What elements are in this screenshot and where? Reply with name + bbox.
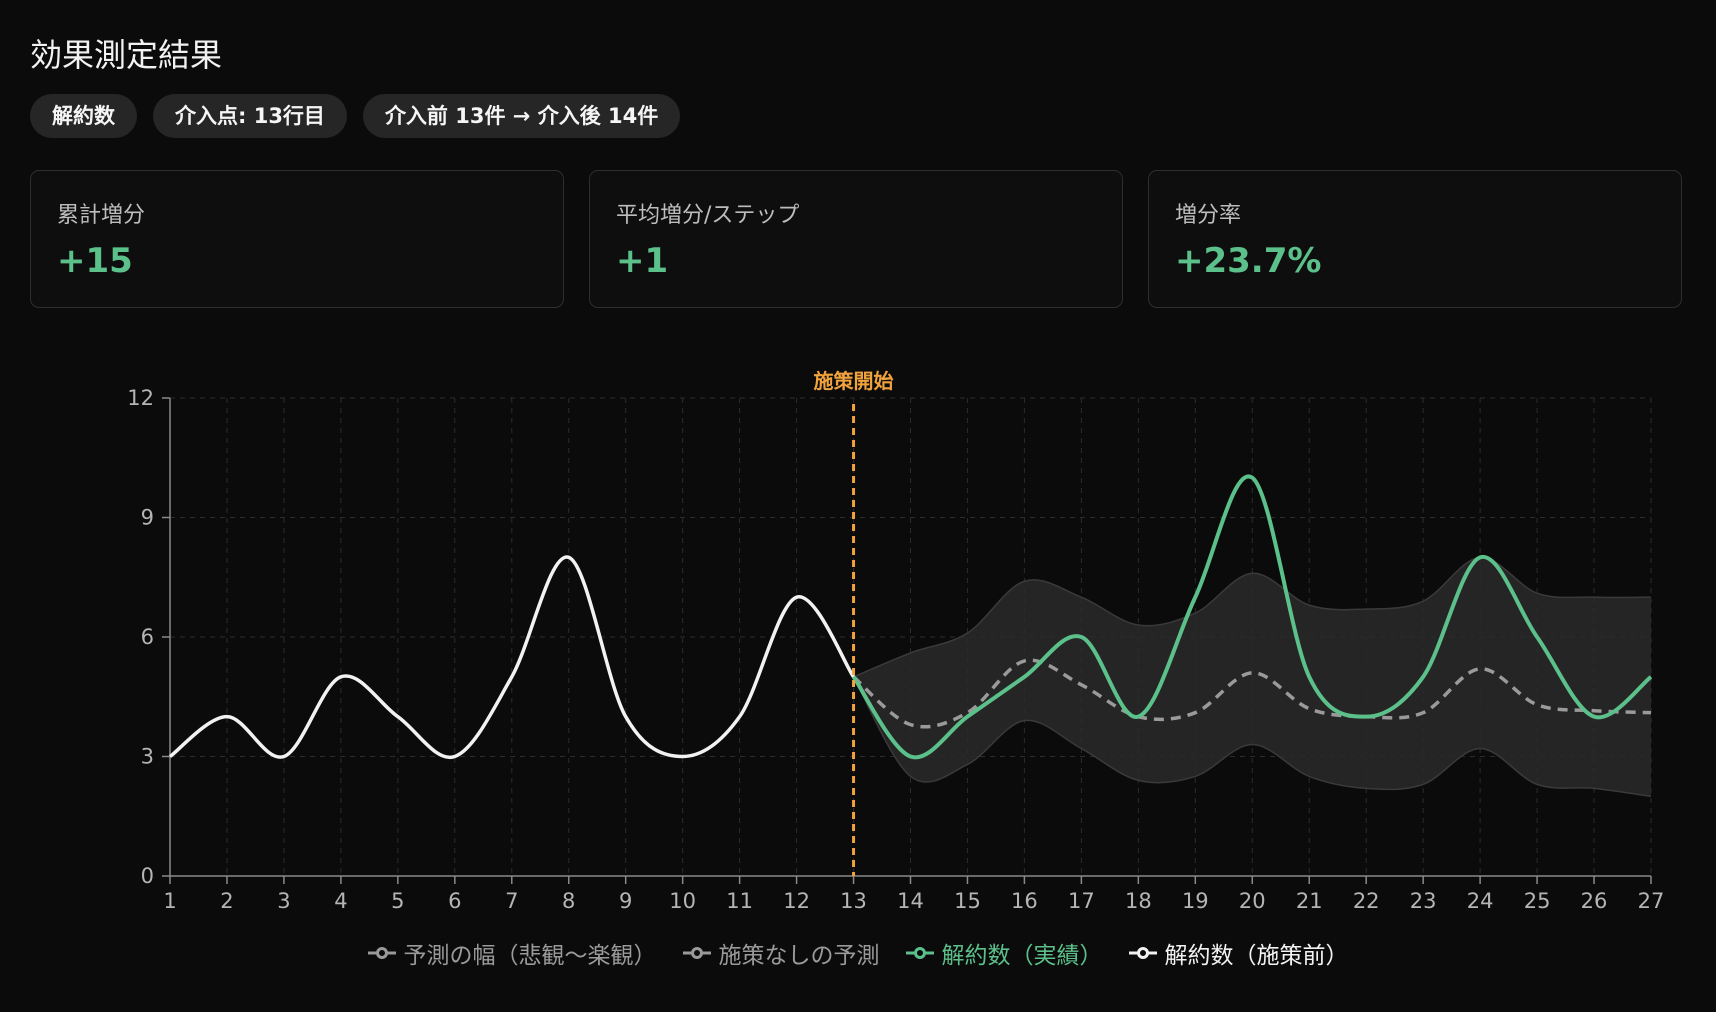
pre-intervention-line bbox=[168, 555, 856, 760]
x-tick-label: 9 bbox=[619, 889, 632, 913]
legend-marker-icon bbox=[1128, 947, 1157, 959]
metric-value: +15 bbox=[57, 241, 133, 281]
legend-label: 予測の幅（悲観〜楽観） bbox=[403, 943, 657, 969]
x-tick-label: 10 bbox=[669, 889, 696, 913]
forecast-range-upper-edge bbox=[853, 556, 1652, 678]
x-tick-label: 26 bbox=[1581, 889, 1608, 913]
x-tick-label: 3 bbox=[277, 889, 290, 913]
forecast-range-band bbox=[853, 557, 1651, 797]
metric-card-rate: 増分率 +23.7% bbox=[1148, 170, 1682, 308]
metric-card-average: 平均増分/ステップ +1 bbox=[589, 170, 1123, 308]
x-tick-label: 5 bbox=[391, 889, 404, 913]
before-after-count-badge: 介入前 13件 → 介入後 14件 bbox=[362, 94, 681, 138]
metric-value: +23.7% bbox=[1175, 241, 1322, 281]
x-tick-label: 8 bbox=[562, 889, 575, 913]
x-tick-label: 20 bbox=[1239, 889, 1266, 913]
x-tick-label: 14 bbox=[897, 889, 924, 913]
legend-item-band[interactable]: 予測の幅（悲観〜楽観） bbox=[367, 936, 657, 970]
badge-row: 解約数 介入点: 13行目 介入前 13件 → 介入後 14件 bbox=[30, 94, 681, 138]
x-tick-label: 17 bbox=[1068, 889, 1095, 913]
x-tick-label: 24 bbox=[1467, 889, 1494, 913]
x-tick-label: 2 bbox=[220, 889, 233, 913]
legend-item-counterfactual[interactable]: 施策なしの予測 bbox=[682, 936, 880, 970]
page-title: 効果測定結果 bbox=[30, 36, 223, 74]
x-tick-label: 1 bbox=[163, 889, 176, 913]
legend-label: 施策なしの予測 bbox=[718, 943, 880, 969]
x-tick-label: 27 bbox=[1638, 889, 1665, 913]
x-tick-label: 25 bbox=[1524, 889, 1551, 913]
metric-cards: 累計増分 +15 平均増分/ステップ +1 増分率 +23.7% bbox=[30, 170, 1682, 308]
legend-item-pre[interactable]: 解約数（施策前） bbox=[1128, 936, 1349, 970]
x-tick-label: 11 bbox=[726, 889, 753, 913]
y-tick-label: 3 bbox=[141, 745, 154, 769]
x-tick-label: 13 bbox=[840, 889, 867, 913]
x-tick-label: 12 bbox=[783, 889, 810, 913]
y-tick-label: 12 bbox=[127, 386, 154, 410]
metric-label: 増分率 bbox=[1175, 203, 1242, 228]
x-tick-label: 16 bbox=[1011, 889, 1038, 913]
metric-label: 平均増分/ステップ bbox=[616, 203, 800, 228]
legend-label: 解約数（施策前） bbox=[1164, 943, 1349, 969]
x-tick-label: 21 bbox=[1296, 889, 1323, 913]
metric-label: 累計増分 bbox=[57, 203, 146, 228]
legend-marker-icon bbox=[367, 947, 396, 959]
x-tick-label: 4 bbox=[334, 889, 347, 913]
metric-badge: 解約数 bbox=[30, 94, 137, 138]
x-tick-label: 18 bbox=[1125, 889, 1152, 913]
intervention-point-badge: 介入点: 13行目 bbox=[153, 94, 347, 138]
intervention-label: 施策開始 bbox=[814, 369, 894, 393]
metric-card-cumulative: 累計増分 +15 bbox=[30, 170, 564, 308]
legend-label: 解約数（実績） bbox=[941, 943, 1103, 969]
legend-item-actual[interactable]: 解約数（実績） bbox=[905, 936, 1103, 970]
actual-line bbox=[851, 474, 1653, 760]
y-tick-label: 6 bbox=[141, 625, 154, 649]
x-tick-label: 7 bbox=[505, 889, 518, 913]
legend-marker-icon bbox=[682, 947, 711, 959]
y-tick-label: 0 bbox=[141, 864, 154, 888]
y-tick-label: 9 bbox=[141, 506, 154, 530]
counterfactual-line bbox=[852, 658, 1652, 729]
x-tick-label: 19 bbox=[1182, 889, 1209, 913]
chart-legend: 予測の幅（悲観〜楽観） 施策なしの予測 解約数（実績） 解約数（施策前） bbox=[0, 936, 1716, 970]
x-tick-label: 15 bbox=[954, 889, 981, 913]
forecast-range-lower-edge bbox=[852, 676, 1652, 798]
x-tick-label: 6 bbox=[448, 889, 461, 913]
legend-marker-icon bbox=[905, 947, 934, 959]
x-tick-label: 23 bbox=[1410, 889, 1437, 913]
x-tick-label: 22 bbox=[1353, 889, 1380, 913]
metric-value: +1 bbox=[616, 241, 669, 281]
